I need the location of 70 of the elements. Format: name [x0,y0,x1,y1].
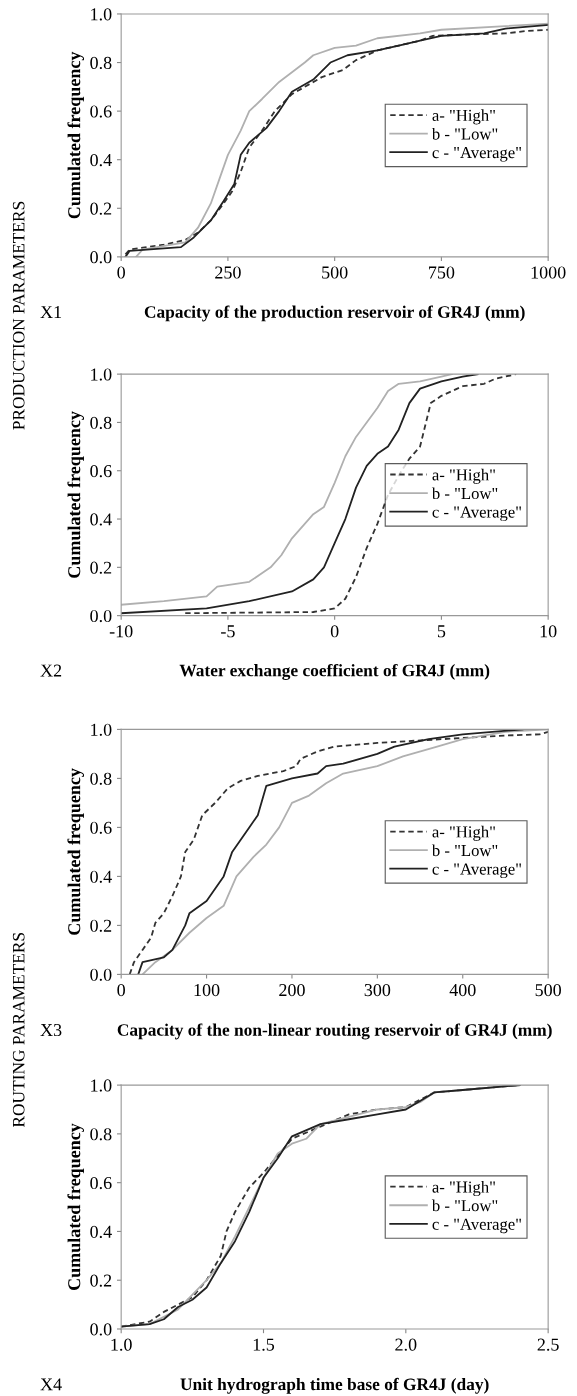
x-tick-label: 1.5 [253,1338,275,1351]
y-axis-title: Cumulated frequency [67,768,85,935]
y-tick-label: 0.2 [90,1274,112,1287]
legend-label: a- "High" [432,825,495,841]
x-tick-label: 0 [330,625,339,638]
x-tick-label: 500 [535,983,561,997]
x-tick-label: 1.0 [111,1338,132,1351]
y-tick-label: 1.0 [91,723,112,736]
legend-label: b - "Low" [431,844,498,857]
y-tick-label: 0.6 [90,1176,112,1190]
y-tick-label: 0.6 [90,105,112,118]
y-axis-title: Cumulated frequency [67,51,85,219]
x-tick-label: 500 [322,266,348,279]
x-tick-label: 2.0 [395,1338,417,1351]
x-tick-label: 200 [279,983,305,997]
x-tick-label: 750 [429,266,455,279]
text: X3 [40,1023,62,1037]
y-tick-label: 0.4 [90,153,112,167]
y-tick-label: 0.6 [90,821,112,834]
y-tick-label: 0.8 [90,56,112,70]
text: ROUTING PARAMETERS [12,933,25,1128]
y-tick-label: 0.0 [90,609,112,623]
x-tick-label: 300 [364,983,391,997]
x-tick-label: 250 [215,266,241,279]
x-tick-label: 10 [540,625,557,638]
x-axis-title: Capacity of the production reservoir of GR4J (mm) [144,305,525,322]
text: X4 [40,1378,62,1391]
y-tick-label: 0.8 [90,1128,112,1141]
y-tick-label: 0.4 [90,870,112,883]
x-tick-label: 5 [437,625,446,638]
y-tick-label: 1.0 [91,368,112,381]
x-tick-label: -10 [109,625,133,638]
y-tick-label: 0.4 [90,1225,112,1238]
y-tick-label: 0.2 [90,561,112,574]
y-tick-label: 0.8 [90,416,112,429]
y-tick-label: 0.6 [90,464,112,478]
x-tick-label: 100 [194,983,220,997]
y-tick-label: 0.2 [90,202,112,215]
y-tick-label: 0.2 [90,919,112,932]
legend-label: b - "Low" [431,1199,498,1212]
y-axis-title: Cumulated frequency [67,1123,85,1291]
x-tick-label: -5 [221,625,235,638]
legend-label: a- "High" [432,468,495,484]
legend-label: a- "High" [432,109,495,125]
text: PRODUCTION PARAMETERS [12,201,25,430]
y-tick-label: 1.0 [91,1079,112,1092]
y-tick-label: 0.4 [90,513,112,526]
legend-label: a- "High" [432,1180,495,1197]
text: X2 [40,664,62,677]
text: X1 [40,306,62,318]
y-tick-label: 0.0 [90,1323,112,1336]
legend-label: c - "Average" [432,863,521,879]
x-tick-label: 1000 [531,266,566,279]
legend-label: c - "Average" [432,506,521,522]
x-axis-title: Capacity of the non-linear routing reservoir of GR4J (mm) [117,1023,552,1040]
y-tick-label: 0.8 [90,772,112,785]
x-tick-label: 0 [117,983,125,997]
x-tick-label: 400 [449,983,476,997]
y-tick-label: 0.0 [90,968,112,981]
legend-label: c - "Average" [432,1218,521,1234]
x-axis-title: Unit hydrograph time base of GR4J (day) [180,1377,489,1394]
legend-label: b - "Low" [431,127,498,140]
y-tick-label: 0.0 [90,251,112,264]
legend-label: c - "Average" [432,147,521,162]
x-axis-title: Water exchange coefficient of GR4J (mm) [179,663,490,680]
y-tick-label: 1.0 [91,8,112,21]
y-axis-title: Cumulated frequency [67,411,85,578]
x-tick-label: 0 [117,266,125,279]
legend-label: b - "Low" [431,487,498,500]
x-tick-label: 2.5 [537,1338,559,1351]
